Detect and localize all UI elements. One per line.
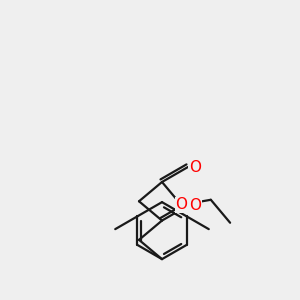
- Text: O: O: [175, 197, 187, 212]
- Text: O: O: [189, 160, 201, 175]
- Text: O: O: [189, 198, 201, 213]
